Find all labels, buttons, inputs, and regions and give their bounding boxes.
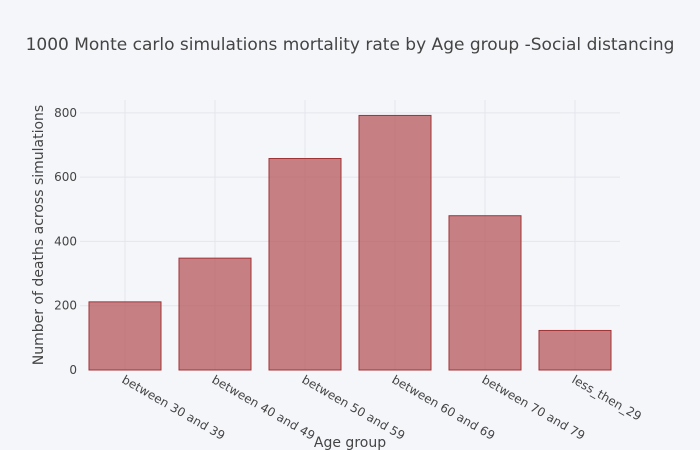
y-axis-title: Number of deaths across simulations [31,105,47,365]
y-tick-label: 0 [69,363,77,377]
y-axis: 0 200 400 600 800 [54,106,77,377]
y-tick-label: 400 [54,234,77,248]
bar[interactable] [538,329,612,371]
bar[interactable] [448,215,522,371]
bar[interactable] [358,114,432,371]
y-tick-label: 600 [54,170,77,184]
chart-title: 1000 Monte carlo simulations mortality r… [26,35,675,55]
bar[interactable] [88,301,162,371]
bar[interactable] [178,257,252,371]
y-tick-label: 200 [54,299,77,313]
y-tick-label: 800 [54,106,77,120]
bar[interactable] [268,158,342,371]
x-axis-title: Age group [314,435,386,450]
bars-layer [88,114,612,371]
x-tick-label: less_then_29 [570,372,644,423]
